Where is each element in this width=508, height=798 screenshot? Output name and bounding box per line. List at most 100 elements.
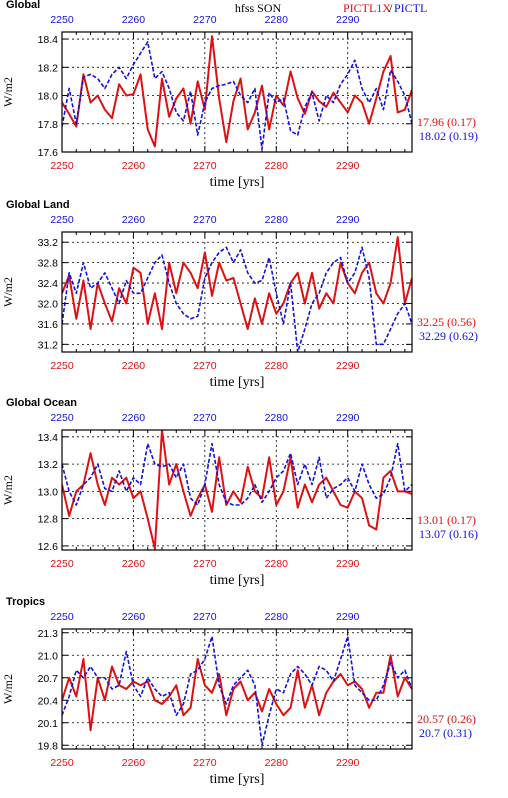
top-axis-tick-label: 2250 [50, 412, 74, 424]
series-a-stats: 13.01 (0.17) [417, 513, 476, 527]
y-axis-label: W/m2 [1, 674, 15, 704]
panel-title: Global Land [6, 199, 70, 211]
y-axis-tick-label: 21.0 [38, 650, 59, 662]
legend-separator: / [389, 1, 393, 15]
top-axis-tick-label: 2280 [265, 611, 289, 623]
y-axis-tick-label: 17.6 [38, 147, 59, 159]
top-axis-tick-label: 2270 [193, 14, 217, 26]
bottom-axis-tick-label: 2250 [50, 360, 74, 372]
plot-frame [61, 628, 413, 750]
bottom-axis-tick-label: 2270 [193, 558, 217, 570]
y-axis-tick-label: 33.2 [38, 237, 59, 249]
top-axis-tick-label: 2250 [50, 611, 74, 623]
bottom-axis-tick-label: 2280 [265, 160, 289, 172]
series-b-line [62, 41, 412, 150]
top-axis-tick-label: 2270 [193, 412, 217, 424]
y-axis-tick-label: 13.4 [38, 432, 59, 444]
x-axis-label: time [yrs] [210, 772, 265, 787]
bottom-axis-tick-label: 2250 [50, 160, 74, 172]
series-a-stats: 32.25 (0.56) [417, 315, 476, 329]
series-b-stats: 18.02 (0.19) [419, 129, 478, 143]
y-axis-tick-label: 32.0 [38, 298, 59, 310]
bottom-axis-tick-label: 2250 [50, 757, 74, 769]
series-a-stats: 20.57 (0.26) [417, 712, 476, 726]
series-b-stats: 20.7 (0.31) [419, 726, 472, 740]
top-axis-tick-label: 2260 [122, 214, 146, 226]
top-axis-tick-label: 2250 [50, 214, 74, 226]
bottom-axis-tick-label: 2260 [122, 757, 146, 769]
y-axis-tick-label: 20.1 [38, 718, 59, 730]
top-axis-tick-label: 2290 [336, 14, 360, 26]
y-axis-tick-label: 13.0 [38, 486, 59, 498]
y-axis-tick-label: 31.2 [38, 339, 59, 351]
bottom-axis-tick-label: 2270 [193, 757, 217, 769]
bottom-axis-tick-label: 2290 [336, 160, 360, 172]
series-a-line [62, 35, 412, 148]
panel-title: Global [6, 0, 40, 11]
y-axis-tick-label: 32.8 [38, 258, 59, 270]
series-a-line [62, 430, 412, 550]
bottom-axis-tick-label: 2280 [265, 360, 289, 372]
panel-title: Tropics [6, 596, 45, 608]
bottom-axis-tick-label: 2260 [122, 160, 146, 172]
series-b-stats: 13.07 (0.16) [419, 527, 478, 541]
top-axis-tick-label: 2280 [265, 412, 289, 424]
x-axis-label: time [yrs] [210, 573, 265, 588]
y-axis-label: W/m2 [1, 77, 15, 107]
top-axis-tick-label: 2280 [265, 14, 289, 26]
bottom-axis-tick-label: 2280 [265, 558, 289, 570]
plot-frame [61, 31, 413, 153]
chart-panel: Global Land 2250 2260 2270 2280 2290 31.2 31.6 3… [1, 199, 478, 390]
top-axis-tick-label: 2290 [336, 214, 360, 226]
chart-panel: Global Ocean 2250 2260 2270 2280 2290 12.6 12.8… [1, 397, 478, 588]
series-b-stats: 32.29 (0.62) [419, 329, 478, 343]
top-axis-tick-label: 2260 [122, 14, 146, 26]
y-axis-tick-label: 13.2 [38, 459, 59, 471]
variable-label: hfss SON [235, 1, 282, 15]
y-axis-label: W/m2 [1, 475, 15, 505]
series-a-legend: PICTL1X [343, 1, 391, 15]
series-b-line [62, 635, 412, 747]
chart-panel: Global 2250 2260 2270 2280 2290 17.6 17.8 18.0 18… [1, 0, 478, 190]
bottom-axis-tick-label: 2280 [265, 757, 289, 769]
plot-frame [61, 429, 413, 551]
series-b-line [62, 442, 412, 506]
top-axis-tick-label: 2260 [122, 611, 146, 623]
bottom-axis-tick-label: 2260 [122, 558, 146, 570]
series-a-line [62, 654, 412, 732]
bottom-axis-tick-label: 2290 [336, 558, 360, 570]
top-axis-tick-label: 2270 [193, 214, 217, 226]
y-axis-tick-label: 31.6 [38, 319, 59, 331]
series-a-line [62, 236, 412, 331]
top-axis-tick-label: 2290 [336, 412, 360, 424]
bottom-axis-tick-label: 2290 [336, 757, 360, 769]
y-axis-tick-label: 20.7 [38, 673, 59, 685]
series-b-legend: PICTL [394, 1, 427, 15]
top-axis-tick-label: 2250 [50, 14, 74, 26]
series-a-stats: 17.96 (0.17) [417, 115, 476, 129]
bottom-axis-tick-label: 2270 [193, 360, 217, 372]
y-axis-tick-label: 12.8 [38, 514, 59, 526]
y-axis-tick-label: 32.4 [38, 278, 59, 290]
x-axis-label: time [yrs] [210, 175, 265, 190]
series-b-line [62, 246, 412, 352]
top-axis-tick-label: 2280 [265, 214, 289, 226]
y-axis-tick-label: 18.0 [38, 91, 59, 103]
bottom-axis-tick-label: 2260 [122, 360, 146, 372]
x-axis-label: time [yrs] [210, 375, 265, 390]
y-axis-tick-label: 17.8 [38, 119, 59, 131]
top-axis-tick-label: 2270 [193, 611, 217, 623]
y-axis-tick-label: 18.2 [38, 62, 59, 74]
y-axis-tick-label: 12.6 [38, 541, 59, 553]
y-axis-tick-label: 21.3 [38, 628, 59, 640]
plot-frame [61, 231, 413, 353]
y-axis-label: W/m2 [1, 277, 15, 307]
chart-panel: Tropics 2250 2260 2270 2280 2290 19.8 20.1 20.4 2… [1, 596, 476, 787]
bottom-axis-tick-label: 2290 [336, 360, 360, 372]
bottom-axis-tick-label: 2250 [50, 558, 74, 570]
bottom-axis-tick-label: 2270 [193, 160, 217, 172]
y-axis-tick-label: 18.4 [38, 34, 59, 46]
panel-title: Global Ocean [6, 397, 77, 409]
y-axis-tick-label: 20.4 [38, 695, 59, 707]
